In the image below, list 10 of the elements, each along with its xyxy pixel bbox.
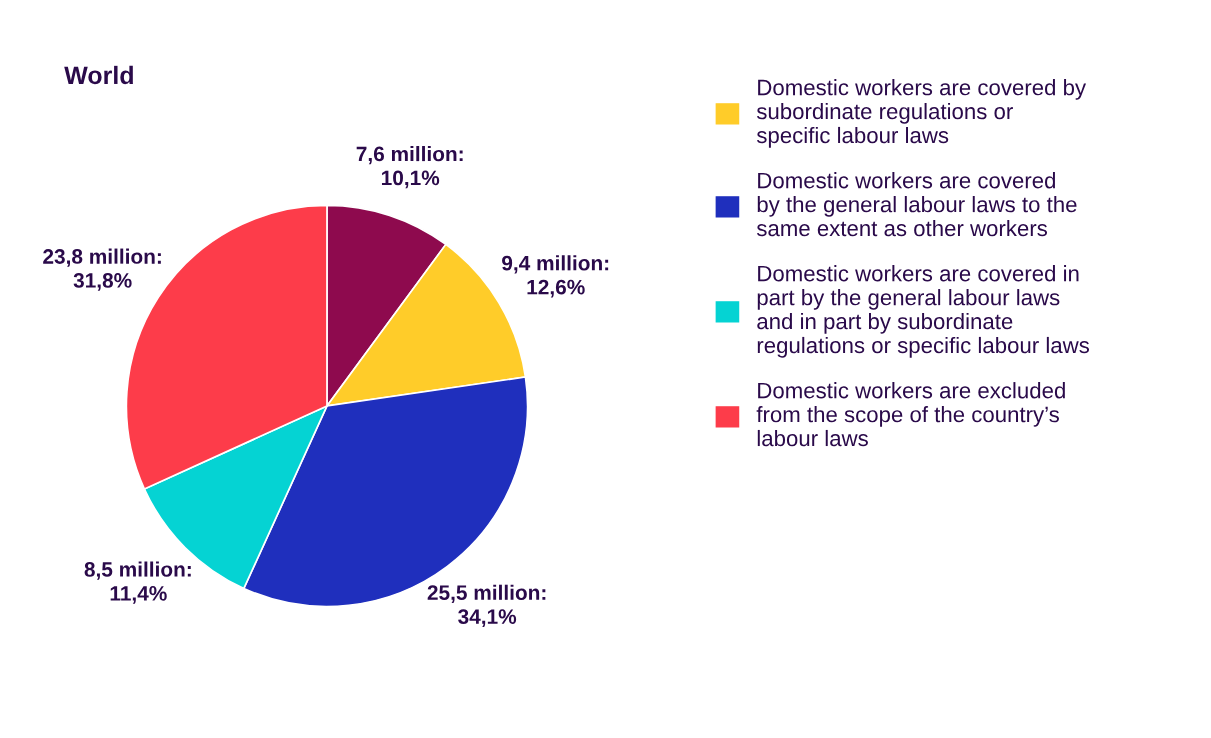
legend-label: Domestic workers are covered in part by the general labour laws and in part by subordinate regulations or specific labour laws <box>757 265 1090 358</box>
data-label: 8,5 million: 11,4% <box>84 561 191 604</box>
data-label: 9,4 million: 12,6% <box>502 255 609 298</box>
legend-label: Domestic workers are excluded from the scope of the country’s labour laws <box>756 382 1065 447</box>
chart-title: World <box>64 65 133 85</box>
legend-label: Domestic workers are covered by subordinate regulations or specific labour laws <box>756 79 1087 148</box>
data-label: 7,6 million: 10,1% <box>356 146 463 189</box>
data-label: 25,5 million: 34,1% <box>427 584 546 627</box>
legend-label: Domestic workers are covered by the general labour laws to the same extent as other workers <box>756 172 1077 237</box>
data-label: 23,8 million: 31,8% <box>43 248 161 291</box>
